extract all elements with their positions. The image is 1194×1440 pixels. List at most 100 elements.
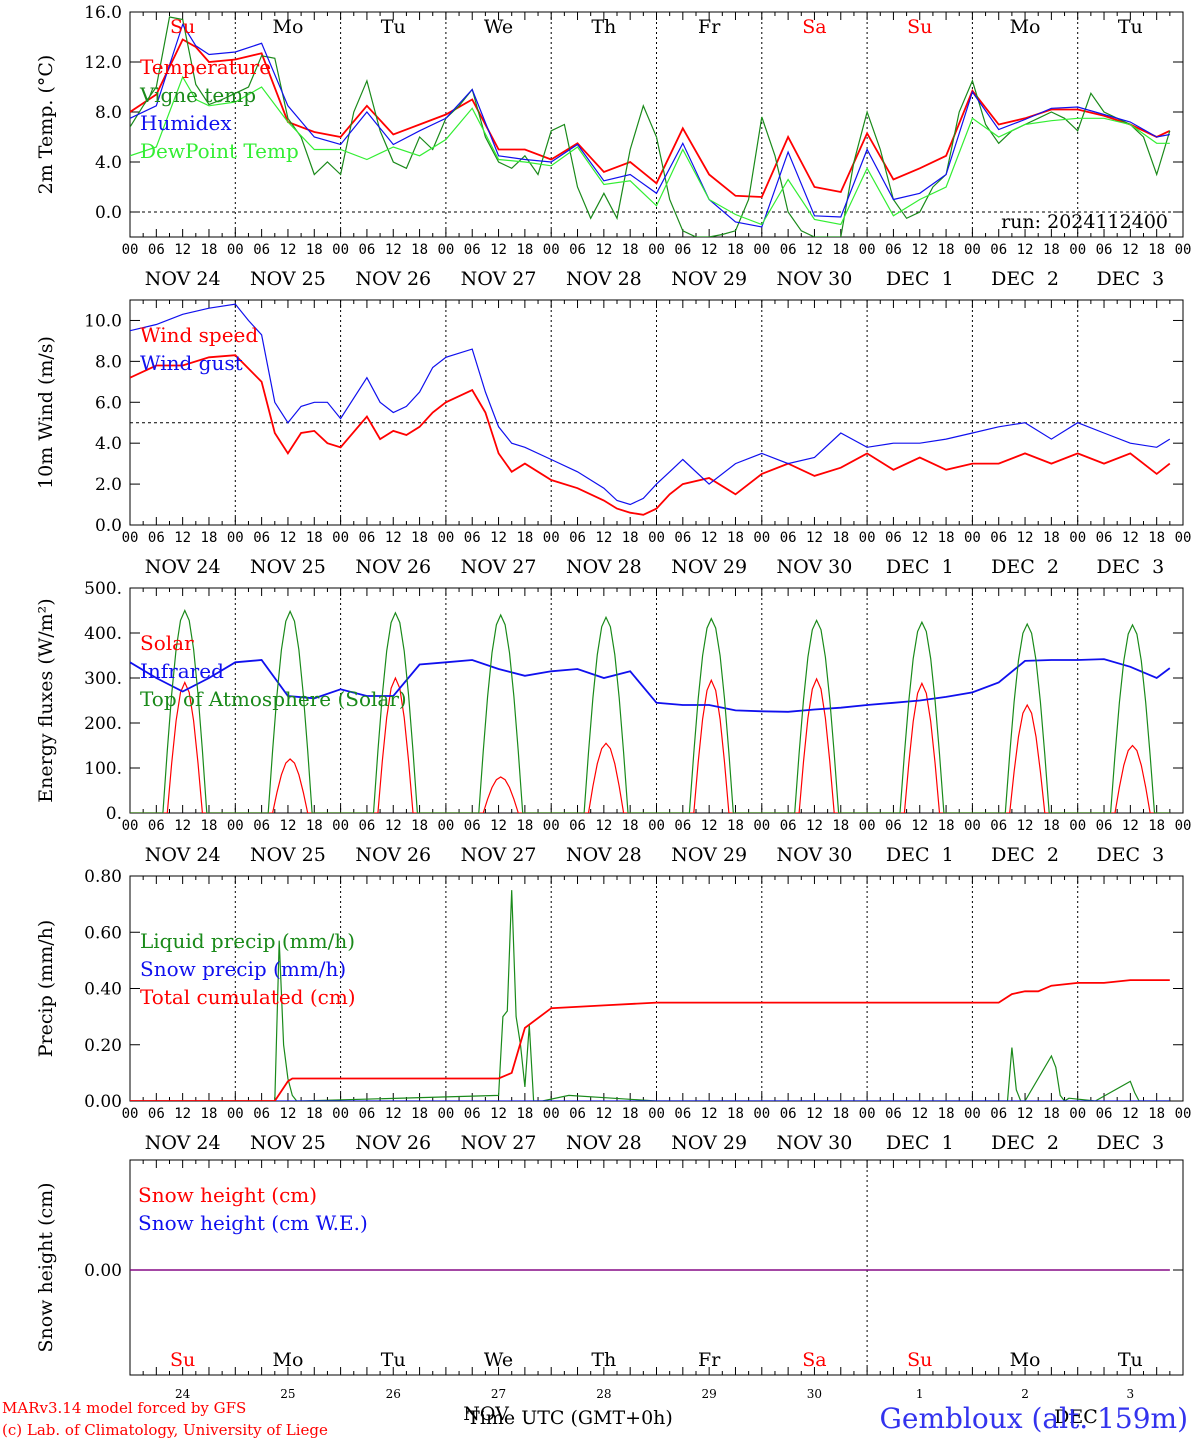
day-number-bottom: 25 <box>280 1387 295 1401</box>
legend-entry: Wind speed <box>140 323 258 347</box>
hour-tick-label: 12 <box>385 1106 402 1122</box>
hour-tick-label: 00 <box>332 1106 349 1122</box>
hour-tick-label: 12 <box>595 1106 612 1122</box>
hour-tick-label: 12 <box>174 530 191 546</box>
y-tick-label: 100. <box>84 759 122 779</box>
day-number-bottom: 29 <box>702 1387 717 1401</box>
hour-tick-label: 18 <box>516 1106 533 1122</box>
hour-tick-label: 18 <box>1043 530 1060 546</box>
hour-tick-label: 00 <box>1175 242 1192 258</box>
series-line-wind-speed <box>130 354 1171 516</box>
hour-tick-label: 06 <box>569 818 586 834</box>
hour-tick-label: 18 <box>516 818 533 834</box>
hour-tick-label: 00 <box>227 818 244 834</box>
time-axis-label: Time UTC (GMT+0h) <box>467 1407 673 1429</box>
hour-tick-label: 12 <box>806 818 823 834</box>
hour-tick-label: 00 <box>1175 1106 1192 1122</box>
hour-tick-label: 06 <box>253 1106 270 1122</box>
y-tick-label: 0.80 <box>84 867 122 887</box>
legend-entry: Snow height (cm W.E.) <box>138 1211 368 1235</box>
hour-tick-label: 06 <box>464 818 481 834</box>
hour-tick-label: 12 <box>1017 530 1034 546</box>
date-label: NOV 28 <box>566 268 642 290</box>
hour-tick-label: 06 <box>1096 530 1113 546</box>
hour-tick-label: 06 <box>885 1106 902 1122</box>
series-line-liquid-precip-mm-h- <box>130 890 1170 1101</box>
hour-tick-label: 12 <box>280 242 297 258</box>
hour-tick-label: 18 <box>306 1106 323 1122</box>
hour-tick-label: 06 <box>885 242 902 258</box>
date-label: NOV 27 <box>461 844 537 866</box>
day-name-top: Th <box>591 16 616 38</box>
hour-tick-label: 12 <box>701 818 718 834</box>
date-label: NOV 26 <box>355 268 431 290</box>
hour-tick-label: 06 <box>569 242 586 258</box>
hour-tick-label: 06 <box>464 530 481 546</box>
hour-tick-label: 12 <box>911 530 928 546</box>
date-label: NOV 24 <box>145 1132 221 1154</box>
hour-tick-label: 18 <box>411 242 428 258</box>
hour-tick-label: 18 <box>516 242 533 258</box>
y-axis-label: Precip (mm/h) <box>35 920 57 1058</box>
date-label: DEC 2 <box>991 1132 1059 1154</box>
hour-tick-label: 00 <box>859 1106 876 1122</box>
day-name-top: We <box>484 16 513 38</box>
hour-tick-label: 18 <box>201 242 218 258</box>
hour-tick-label: 00 <box>648 530 665 546</box>
date-label: NOV 30 <box>777 556 853 578</box>
date-label: NOV 30 <box>777 268 853 290</box>
day-name-top: Sa <box>802 16 826 38</box>
day-name-bottom: Tu <box>1118 1349 1143 1371</box>
hour-tick-label: 06 <box>358 530 375 546</box>
hour-tick-label: 18 <box>516 530 533 546</box>
y-axis-label: Snow height (cm) <box>35 1182 57 1352</box>
date-label: NOV 27 <box>461 556 537 578</box>
series-line-total-cumulated-cm- <box>130 979 1170 1101</box>
hour-tick-label: 12 <box>280 530 297 546</box>
run-label: run: 2024112400 <box>1001 211 1168 233</box>
y-tick-label: 10.0 <box>84 311 122 331</box>
hour-tick-label: 06 <box>990 818 1007 834</box>
hour-tick-label: 00 <box>543 818 560 834</box>
hour-tick-label: 00 <box>332 530 349 546</box>
date-label: DEC 3 <box>1096 556 1164 578</box>
hour-tick-label: 18 <box>306 242 323 258</box>
date-label: NOV 26 <box>355 844 431 866</box>
day-name-bottom: Fr <box>698 1349 721 1371</box>
hour-tick-label: 06 <box>780 1106 797 1122</box>
day-number-bottom: 30 <box>807 1387 822 1401</box>
date-label: DEC 2 <box>991 268 1059 290</box>
hour-tick-label: 06 <box>885 818 902 834</box>
legend-entry: Solar <box>140 631 194 655</box>
hour-tick-label: 18 <box>1043 818 1060 834</box>
hour-tick-label: 18 <box>1148 530 1165 546</box>
hour-tick-label: 18 <box>727 818 744 834</box>
hour-tick-label: 18 <box>1148 818 1165 834</box>
hour-tick-label: 12 <box>806 242 823 258</box>
hour-tick-label: 12 <box>1017 818 1034 834</box>
hour-tick-label: 12 <box>595 530 612 546</box>
y-tick-label: 0.40 <box>84 980 122 1000</box>
series-line-humidex <box>130 23 1170 228</box>
legend-entry: Snow precip (mm/h) <box>140 957 346 981</box>
y-tick-label: 8.0 <box>95 103 122 123</box>
hour-tick-label: 06 <box>464 1106 481 1122</box>
hour-tick-label: 00 <box>648 242 665 258</box>
day-name-bottom: Tu <box>381 1349 406 1371</box>
hour-tick-label: 18 <box>938 818 955 834</box>
day-name-bottom: Mo <box>272 1349 303 1371</box>
series-line-vigne-temp <box>130 16 1171 237</box>
hour-tick-label: 06 <box>358 1106 375 1122</box>
date-label: NOV 27 <box>461 1132 537 1154</box>
y-tick-label: 300. <box>84 669 122 689</box>
hour-tick-label: 06 <box>1096 1106 1113 1122</box>
hour-tick-label: 00 <box>1069 530 1086 546</box>
hour-tick-label: 06 <box>885 530 902 546</box>
hour-tick-label: 18 <box>938 242 955 258</box>
date-label: NOV 28 <box>566 1132 642 1154</box>
hour-tick-label: 06 <box>148 818 165 834</box>
hour-tick-label: 00 <box>227 530 244 546</box>
date-label: NOV 25 <box>250 556 326 578</box>
legend-entry: Wind gust <box>140 351 243 375</box>
hour-tick-label: 12 <box>174 818 191 834</box>
